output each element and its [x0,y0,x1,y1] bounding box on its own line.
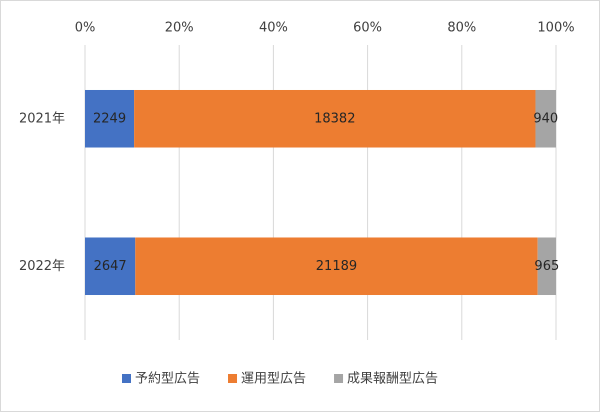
y-tick-label: 2021年 [19,111,65,126]
legend-label: 運用型広告 [241,372,306,387]
data-label: 940 [533,111,558,126]
x-tick-label: 60% [353,21,382,36]
data-label: 2647 [94,259,127,274]
x-tick-label: 80% [447,21,476,36]
bar-segment [85,89,135,148]
x-tick-label: 40% [259,21,288,36]
data-label: 21189 [316,259,357,274]
legend-label: 予約型広告 [135,372,200,387]
x-tick-label: 0% [75,21,96,36]
bar-segment [134,89,536,148]
legend-swatch [334,374,344,383]
bar-segment [535,89,556,148]
bar-segment [85,237,136,296]
data-label: 2249 [93,111,126,126]
x-tick-label: 100% [537,21,574,36]
legend-swatch [122,374,131,383]
y-tick-label: 2022年 [19,259,65,274]
data-label: 18382 [314,111,355,126]
legend-swatch [228,374,238,383]
data-label: 965 [534,259,559,274]
legend-label: 成果報酬型広告 [347,372,438,387]
bar-segment [135,237,538,296]
x-tick-label: 20% [165,21,194,36]
bar-segment [537,237,556,296]
